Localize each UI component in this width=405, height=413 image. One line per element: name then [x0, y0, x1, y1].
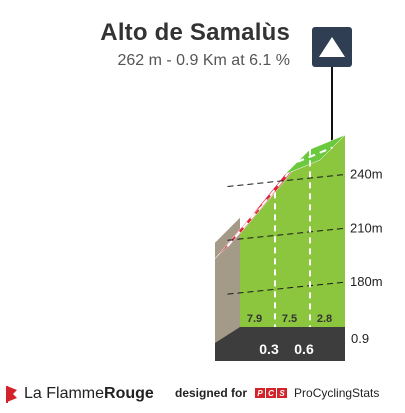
gradient-label: 7.5 — [282, 313, 297, 325]
flame-flag-icon — [6, 386, 17, 403]
distance-label: 0.3 — [259, 341, 279, 357]
profile-base-band — [215, 327, 345, 361]
gradient-label: 2.8 — [317, 313, 332, 325]
climb-title: Alto de Samalùs — [100, 19, 290, 46]
slope-centerline-1 — [261, 161, 299, 206]
pcs-logo-s: S — [277, 388, 288, 398]
slope-centerline-0 — [226, 204, 264, 247]
brand-prefix: La Flamme — [24, 385, 105, 402]
elevation-profile-chart: 180m 210m 240m 7.9 7.5 2.8 0.3 0.6 0.9 — [214, 134, 383, 361]
elevation-tick-label: 180m — [350, 274, 383, 289]
credit-site: ProCyclingStats — [294, 386, 380, 400]
gradient-label: 7.9 — [247, 313, 262, 325]
profile-front-face — [240, 135, 345, 327]
brand-logo: La FlammeRouge — [6, 384, 154, 404]
brand-suffix: Rouge — [104, 385, 154, 402]
elevation-tick-label: 210m — [350, 220, 383, 235]
summit-marker-pole — [331, 67, 333, 145]
distance-label: 0.6 — [294, 341, 314, 357]
mountain-peak-icon — [312, 27, 352, 67]
credit-prefix: designed for — [175, 386, 248, 400]
pcs-logo-c: C — [266, 388, 277, 398]
slope-centerline-2 — [297, 146, 333, 163]
climb-stats: 262 m - 0.9 Km at 6.1 % — [117, 52, 290, 69]
brand-name: La FlammeRouge — [24, 385, 154, 403]
pcs-logo-p: P — [255, 388, 266, 398]
elevation-tick-label: 240m — [350, 166, 383, 181]
profile-side-wall — [215, 217, 240, 343]
distance-label-end: 0.9 — [351, 331, 369, 346]
